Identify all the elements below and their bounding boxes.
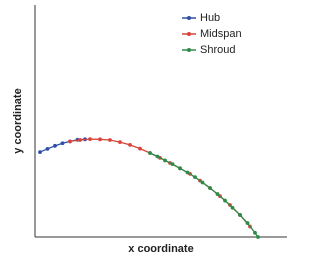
data-point: [170, 162, 175, 167]
data-point: [245, 221, 250, 225]
data-point: [163, 158, 167, 163]
series-line: [149, 152, 259, 238]
data-point: [60, 141, 65, 146]
data-point: [88, 137, 92, 141]
legend-marker: [187, 48, 191, 52]
data-point: [230, 205, 235, 210]
data-point: [215, 192, 220, 196]
data-point: [98, 137, 102, 142]
data-point: [53, 143, 57, 148]
data-point: [68, 139, 72, 144]
data-point: [200, 180, 205, 185]
data-point: [108, 138, 112, 142]
data-point: [253, 230, 257, 235]
data-point: [148, 151, 152, 155]
data-point: [185, 170, 190, 175]
data-point: [78, 138, 82, 142]
data-point: [238, 213, 242, 217]
data-point: [128, 142, 132, 147]
legend-label: Hub: [200, 12, 220, 24]
chart: x coordinate y coordinate Hub Midspan Shro…: [0, 0, 300, 258]
data-point: [223, 198, 227, 203]
data-point: [38, 150, 42, 154]
y-axis-label: y coordinate: [12, 88, 24, 153]
data-point: [118, 140, 122, 145]
legend-marker: [187, 16, 191, 20]
data-point: [45, 146, 50, 151]
background: [0, 0, 300, 258]
data-point: [208, 186, 212, 190]
data-point: [138, 146, 142, 151]
legend-label: Shroud: [200, 44, 235, 56]
data-point: [256, 235, 260, 239]
legend-marker: [187, 32, 191, 36]
legend-label: Midspan: [200, 28, 242, 40]
data-point: [178, 166, 182, 171]
data-point: [155, 154, 160, 159]
x-axis-label: x coordinate: [128, 243, 193, 255]
data-point: [193, 175, 197, 180]
